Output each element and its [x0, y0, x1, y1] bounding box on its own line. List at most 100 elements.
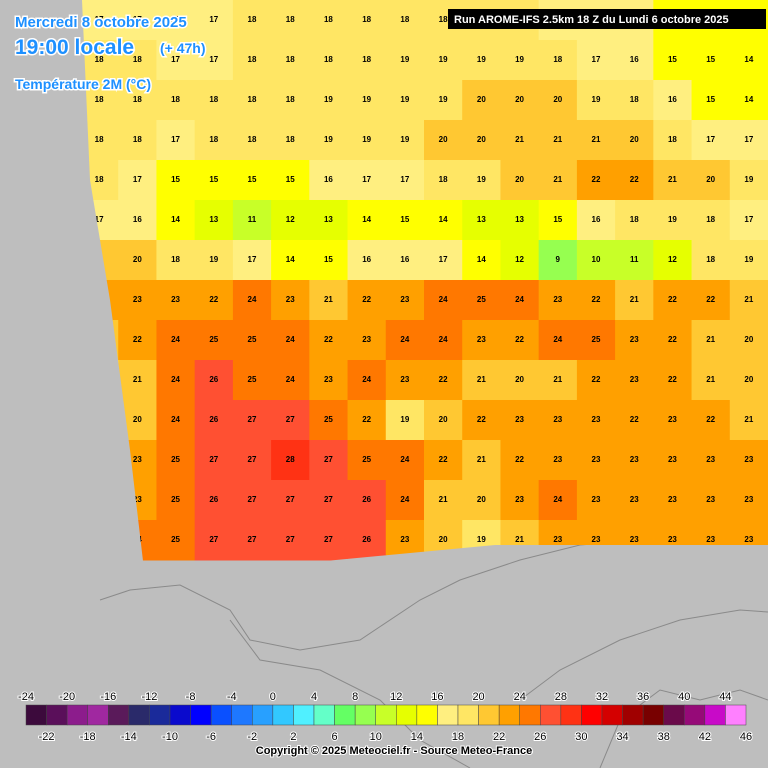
cell-bg: [194, 280, 234, 321]
cell-value: 17: [133, 175, 142, 184]
cell-value: 18: [133, 135, 142, 144]
cell-bg: [462, 480, 501, 521]
cell-bg: [653, 280, 693, 321]
cell-bg: [309, 80, 349, 121]
cell-value: 17: [362, 175, 371, 184]
cell-value: 22: [209, 295, 218, 304]
cell-value: 20: [133, 255, 142, 264]
cell-bg: [156, 200, 196, 241]
cell-bg: [462, 320, 501, 361]
cell-value: 20: [706, 175, 715, 184]
cell-bg: [538, 320, 578, 361]
cell-value: 24: [362, 375, 371, 384]
cell-bg: [194, 360, 234, 401]
cell-value: 12: [286, 215, 295, 224]
cell-value: 23: [630, 535, 639, 544]
cell-value: 23: [706, 455, 715, 464]
cell-bg: [385, 80, 425, 121]
cell-value: 27: [248, 535, 257, 544]
cell-value: 23: [592, 415, 601, 424]
cell-bg: [500, 280, 540, 321]
cell-bg: [118, 520, 157, 561]
cell-value: 24: [553, 495, 562, 504]
cell-bg: [271, 120, 310, 161]
cell-bg: [576, 280, 616, 321]
cell-bg: [653, 120, 693, 161]
copyright: Copyright © 2025 Meteociel.fr - Source M…: [256, 745, 532, 757]
date: Mercredi 8 octobre 2025: [15, 14, 187, 31]
legend-tick-top: -12: [141, 691, 157, 703]
legend-tick-top: 0: [270, 691, 276, 703]
cell-bg: [729, 480, 768, 521]
cell-value: 17: [706, 135, 715, 144]
cell-bg: [232, 400, 272, 441]
legend-tick-top: 20: [472, 691, 484, 703]
cell-value: 25: [324, 415, 333, 424]
cell-bg: [118, 280, 157, 321]
cell-bg: [538, 280, 578, 321]
cell-value: 22: [515, 455, 524, 464]
run-info: Run AROME-IFS 2.5km 18 Z du Lundi 6 octo…: [454, 14, 729, 26]
cell-bg: [232, 480, 272, 521]
cell-bg: [576, 400, 616, 441]
cell-value: 17: [744, 135, 753, 144]
cell-bg: [424, 280, 463, 321]
legend-swatch: [169, 704, 191, 726]
cell-value: 22: [362, 415, 371, 424]
cell-value: 24: [171, 415, 180, 424]
cell-value: 24: [400, 335, 409, 344]
legend-tick-top: 8: [352, 691, 358, 703]
cell-value: 18: [95, 175, 104, 184]
cell-bg: [729, 240, 768, 281]
legend-tick-bottom: -22: [39, 731, 55, 743]
cell-value: 13: [477, 215, 486, 224]
cell-value: 14: [744, 55, 753, 64]
cell-value: 14: [171, 215, 180, 224]
cell-bg: [309, 160, 349, 201]
legend-tick-top: 16: [431, 691, 443, 703]
cell-bg: [309, 520, 349, 561]
cell-value: 25: [477, 295, 486, 304]
cell-bg: [156, 440, 196, 481]
legend-tick-bottom: 26: [534, 731, 546, 743]
cell-value: 25: [171, 455, 180, 464]
lead: (+ 47h): [160, 40, 206, 56]
legend-tick-bottom: -2: [247, 731, 257, 743]
cell-value: 24: [286, 375, 295, 384]
cell-value: 19: [400, 95, 409, 104]
cell-bg: [156, 320, 196, 361]
legend-swatch: [663, 704, 685, 726]
cell-value: 28: [286, 455, 295, 464]
cell-value: 18: [668, 135, 677, 144]
legend-tick-top: -20: [59, 691, 75, 703]
cell-value: 9: [556, 255, 561, 264]
cell-bg: [385, 0, 425, 41]
cell-value: 17: [209, 15, 218, 24]
cell-value: 23: [630, 335, 639, 344]
cell-bg: [500, 440, 540, 481]
cell-value: 18: [553, 55, 562, 64]
legend-swatch: [684, 704, 706, 726]
cell-bg: [691, 400, 731, 441]
cell-bg: [156, 400, 196, 441]
cell-bg: [729, 360, 768, 401]
cell-bg: [118, 0, 157, 41]
cell-value: 25: [592, 335, 601, 344]
legend-swatch: [190, 704, 212, 726]
cell-value: 19: [477, 535, 486, 544]
cell-value: 19: [744, 175, 753, 184]
cell-value: 17: [400, 175, 409, 184]
cell-bg: [271, 320, 310, 361]
cell-value: 23: [706, 535, 715, 544]
cell-bg: [118, 200, 157, 241]
cell-bg: [500, 400, 540, 441]
cell-bg: [156, 160, 196, 201]
cell-value: 25: [248, 375, 257, 384]
cell-value: 14: [744, 95, 753, 104]
cell-value: 13: [209, 215, 218, 224]
cell-bg: [500, 80, 540, 121]
cell-value: 20: [630, 135, 639, 144]
legend-tick-top: 4: [311, 691, 317, 703]
legend-swatch: [313, 704, 335, 726]
legend-tick-top: 44: [719, 691, 731, 703]
